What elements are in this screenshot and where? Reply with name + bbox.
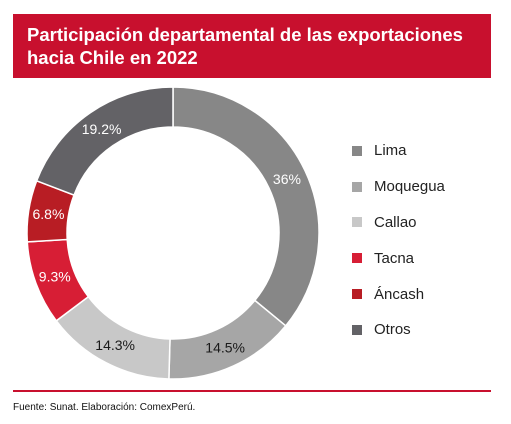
legend-item-ancash: Áncash xyxy=(352,276,445,312)
slice-lima xyxy=(172,86,320,327)
legend-label: Lima xyxy=(374,142,407,160)
legend-item-lima: Lima xyxy=(352,133,445,169)
legend-label: Áncash xyxy=(374,285,425,303)
title-banner: Participación departamental de las expor… xyxy=(13,14,491,78)
chart-legend: Lima Moquegua Callao Tacna Áncash Otros xyxy=(352,133,445,348)
donut-chart: 36% 14.5% 14.3% 9.3% 6.8% 19.2% xyxy=(26,86,320,380)
source-note: Fuente: Sunat. Elaboración: ComexPerú. xyxy=(13,402,196,413)
slice-otros xyxy=(35,86,174,197)
slice-label-moquegua: 14.5% xyxy=(205,340,245,356)
legend-swatch xyxy=(352,145,362,156)
slice-label-ancash: 6.8% xyxy=(32,206,64,222)
legend-item-otros: Otros xyxy=(352,312,445,348)
slice-label-otros: 19.2% xyxy=(82,121,122,137)
slice-label-lima: 36% xyxy=(273,171,301,187)
legend-item-moquegua: Moquegua xyxy=(352,169,445,205)
legend-swatch xyxy=(352,324,362,335)
legend-item-callao: Callao xyxy=(352,205,445,241)
legend-swatch xyxy=(352,217,362,228)
legend-label: Moquegua xyxy=(374,178,445,196)
legend-item-tacna: Tacna xyxy=(352,240,445,276)
slice-label-callao: 14.3% xyxy=(95,337,135,353)
legend-swatch xyxy=(352,181,362,192)
legend-swatch xyxy=(352,289,362,300)
legend-swatch xyxy=(352,253,362,264)
legend-label: Otros xyxy=(374,321,411,339)
legend-label: Tacna xyxy=(374,249,415,267)
slice-label-tacna: 9.3% xyxy=(39,269,71,285)
chart-title: Participación departamental de las expor… xyxy=(27,24,463,68)
legend-label: Callao xyxy=(374,213,417,231)
footer-divider xyxy=(13,390,491,392)
